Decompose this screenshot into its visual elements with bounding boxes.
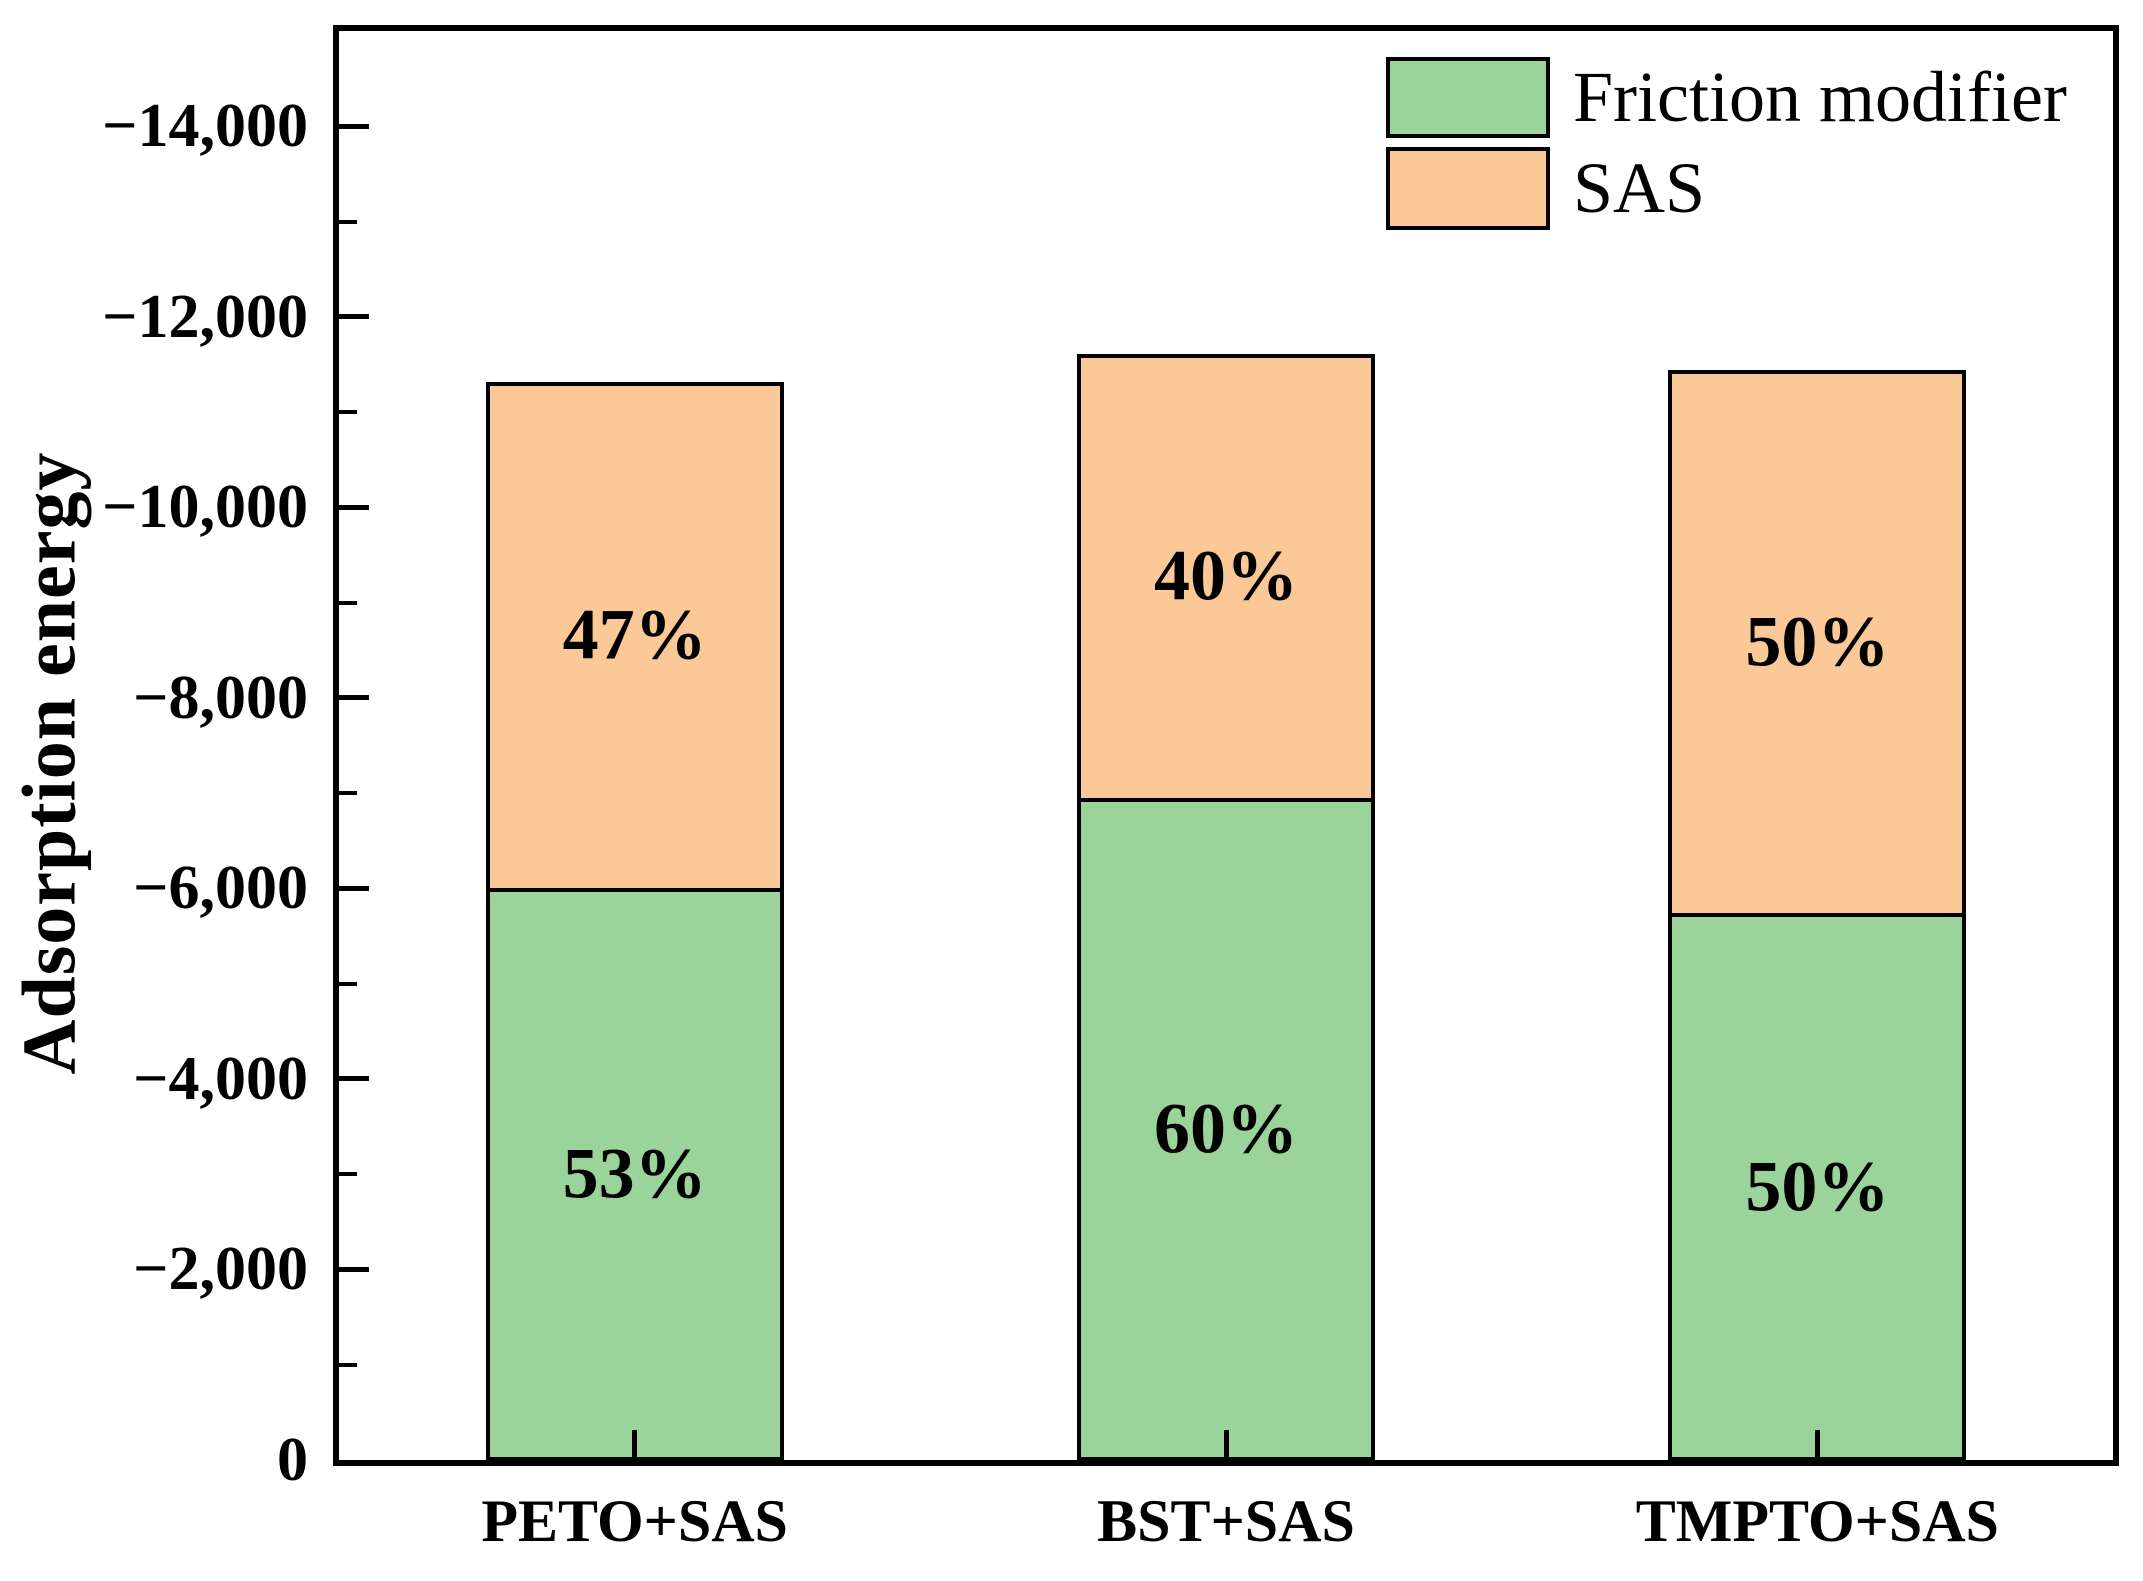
y-minor-tick [339, 1172, 357, 1177]
y-major-tick [339, 123, 369, 129]
y-major-tick [339, 1076, 369, 1082]
legend-swatch-sas [1386, 147, 1550, 230]
y-major-tick [339, 314, 369, 320]
y-tick-label: −8,000 [133, 663, 308, 732]
y-major-tick [339, 1266, 369, 1272]
y-tick-label: 0 [277, 1426, 308, 1494]
y-axis-title: Adsorption energy [7, 451, 92, 1075]
y-tick-label: −4,000 [133, 1044, 308, 1113]
y-tick-label: −14,000 [102, 92, 308, 161]
bar-segment-sas [485, 381, 784, 893]
bar-segment-friction-modifier [1668, 913, 1967, 1461]
x-category-label: BST+SAS [1097, 1488, 1355, 1554]
bar-segment-sas [1077, 353, 1375, 802]
segment-percent-label: 50% [1745, 601, 1890, 682]
y-tick-label: −12,000 [102, 282, 308, 351]
bar-segment-friction-modifier [485, 888, 784, 1461]
y-minor-tick [339, 981, 357, 986]
legend-label-friction-modifier: Friction modifier [1573, 57, 2067, 137]
x-major-tick [1223, 1430, 1229, 1460]
legend-label-sas: SAS [1573, 148, 1706, 228]
segment-percent-label: 50% [1745, 1146, 1890, 1227]
x-category-label: TMPTO+SAS [1635, 1488, 1999, 1554]
segment-percent-label: 60% [1154, 1088, 1298, 1169]
y-minor-tick [339, 791, 357, 796]
x-category-label: PETO+SAS [481, 1488, 788, 1554]
bar-segment-sas [1668, 370, 1967, 918]
y-major-tick [339, 695, 369, 701]
y-tick-label: −10,000 [102, 473, 308, 542]
y-minor-tick [339, 1362, 357, 1367]
x-major-tick [632, 1430, 638, 1460]
segment-percent-label: 40% [1154, 535, 1298, 616]
y-major-tick [339, 504, 369, 510]
y-major-tick [339, 885, 369, 891]
segment-percent-label: 47% [562, 594, 707, 675]
y-minor-tick [339, 410, 357, 415]
segment-percent-label: 53% [562, 1133, 707, 1214]
y-minor-tick [339, 219, 357, 224]
y-tick-label: −6,000 [133, 854, 308, 923]
y-tick-label: −2,000 [133, 1235, 308, 1304]
x-major-tick [1814, 1430, 1820, 1460]
legend-swatch-friction-modifier [1386, 57, 1550, 138]
y-minor-tick [339, 600, 357, 605]
